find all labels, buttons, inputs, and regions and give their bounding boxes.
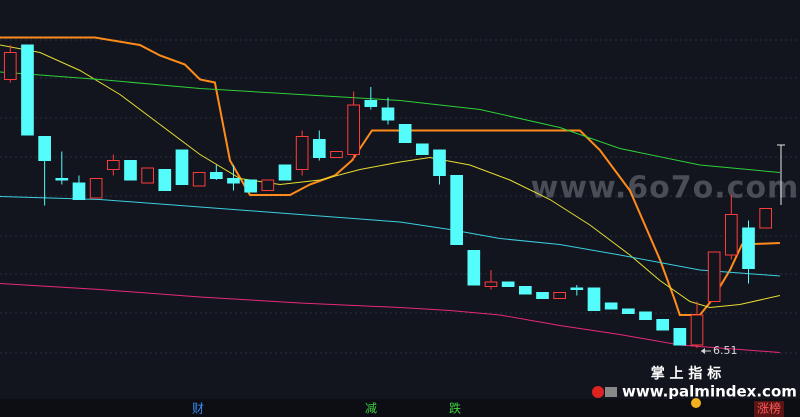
candle-body (72, 182, 86, 200)
candle-body (604, 302, 618, 310)
watermark: www.6o7o.com (531, 171, 800, 206)
bottom-bar (0, 399, 800, 417)
brand-logo (592, 386, 604, 398)
brand-logo (605, 387, 617, 397)
candle-body (690, 314, 704, 346)
candle-body (742, 227, 755, 269)
candle-body (587, 287, 601, 311)
indicator-line (0, 283, 780, 353)
candle-body (175, 149, 189, 185)
candle-body (398, 124, 412, 143)
low-label: 6.51 (713, 344, 738, 357)
candle-body (347, 104, 360, 155)
candle-body (673, 328, 687, 346)
candle-body (656, 319, 669, 331)
candle-body (106, 160, 120, 170)
candle-body (415, 143, 429, 155)
candle-body (261, 179, 275, 191)
candle-body (55, 178, 69, 181)
candle-body (21, 44, 34, 136)
candle-body (141, 167, 154, 184)
candle-body (433, 149, 446, 176)
candle-body (759, 208, 773, 229)
candle-body (295, 136, 309, 170)
candle-body (89, 178, 103, 199)
brand-url: www.palmindex.com (622, 383, 797, 401)
candle-body (192, 172, 206, 187)
range-marker (777, 144, 785, 205)
event-icon (691, 398, 701, 408)
arrow-head (700, 348, 705, 354)
candle-body (312, 139, 326, 158)
candle-body (639, 311, 652, 320)
candle-body (621, 308, 635, 314)
candle-body (209, 172, 223, 179)
candle-body (3, 52, 17, 80)
candle-body (330, 151, 343, 158)
candle-body (278, 164, 292, 181)
brand: www.palmindex.com (592, 383, 797, 401)
bottom-label: 涨榜 (757, 401, 781, 416)
candle-body (553, 292, 566, 299)
candle-body (381, 107, 395, 121)
candle-body (450, 175, 463, 245)
candles (3, 44, 773, 348)
candle-body (467, 250, 481, 286)
indicator-line (0, 71, 780, 173)
candle-body (38, 136, 51, 161)
candle-body (724, 214, 738, 256)
bottom-label: 减 (365, 402, 377, 416)
candle-body (227, 178, 240, 184)
brand-title: 掌 上 指 标 (651, 365, 722, 382)
candle-body (124, 160, 137, 181)
low-marker: 6.51 (700, 344, 738, 357)
candle-body (570, 287, 584, 290)
indicator-line (0, 44, 781, 309)
candle-body (501, 281, 515, 287)
bottom-label: 财 (192, 402, 204, 416)
grid (0, 39, 800, 354)
candle-body (244, 179, 257, 193)
candle-body (364, 100, 378, 107)
label-bg (754, 401, 784, 417)
candle-body (518, 286, 532, 295)
candle-body (707, 251, 721, 302)
candle-body (536, 292, 549, 299)
bottom-label: 跌 (449, 401, 461, 416)
candle-body (484, 281, 498, 287)
indicator-line (0, 196, 780, 277)
candle-body (158, 169, 172, 191)
